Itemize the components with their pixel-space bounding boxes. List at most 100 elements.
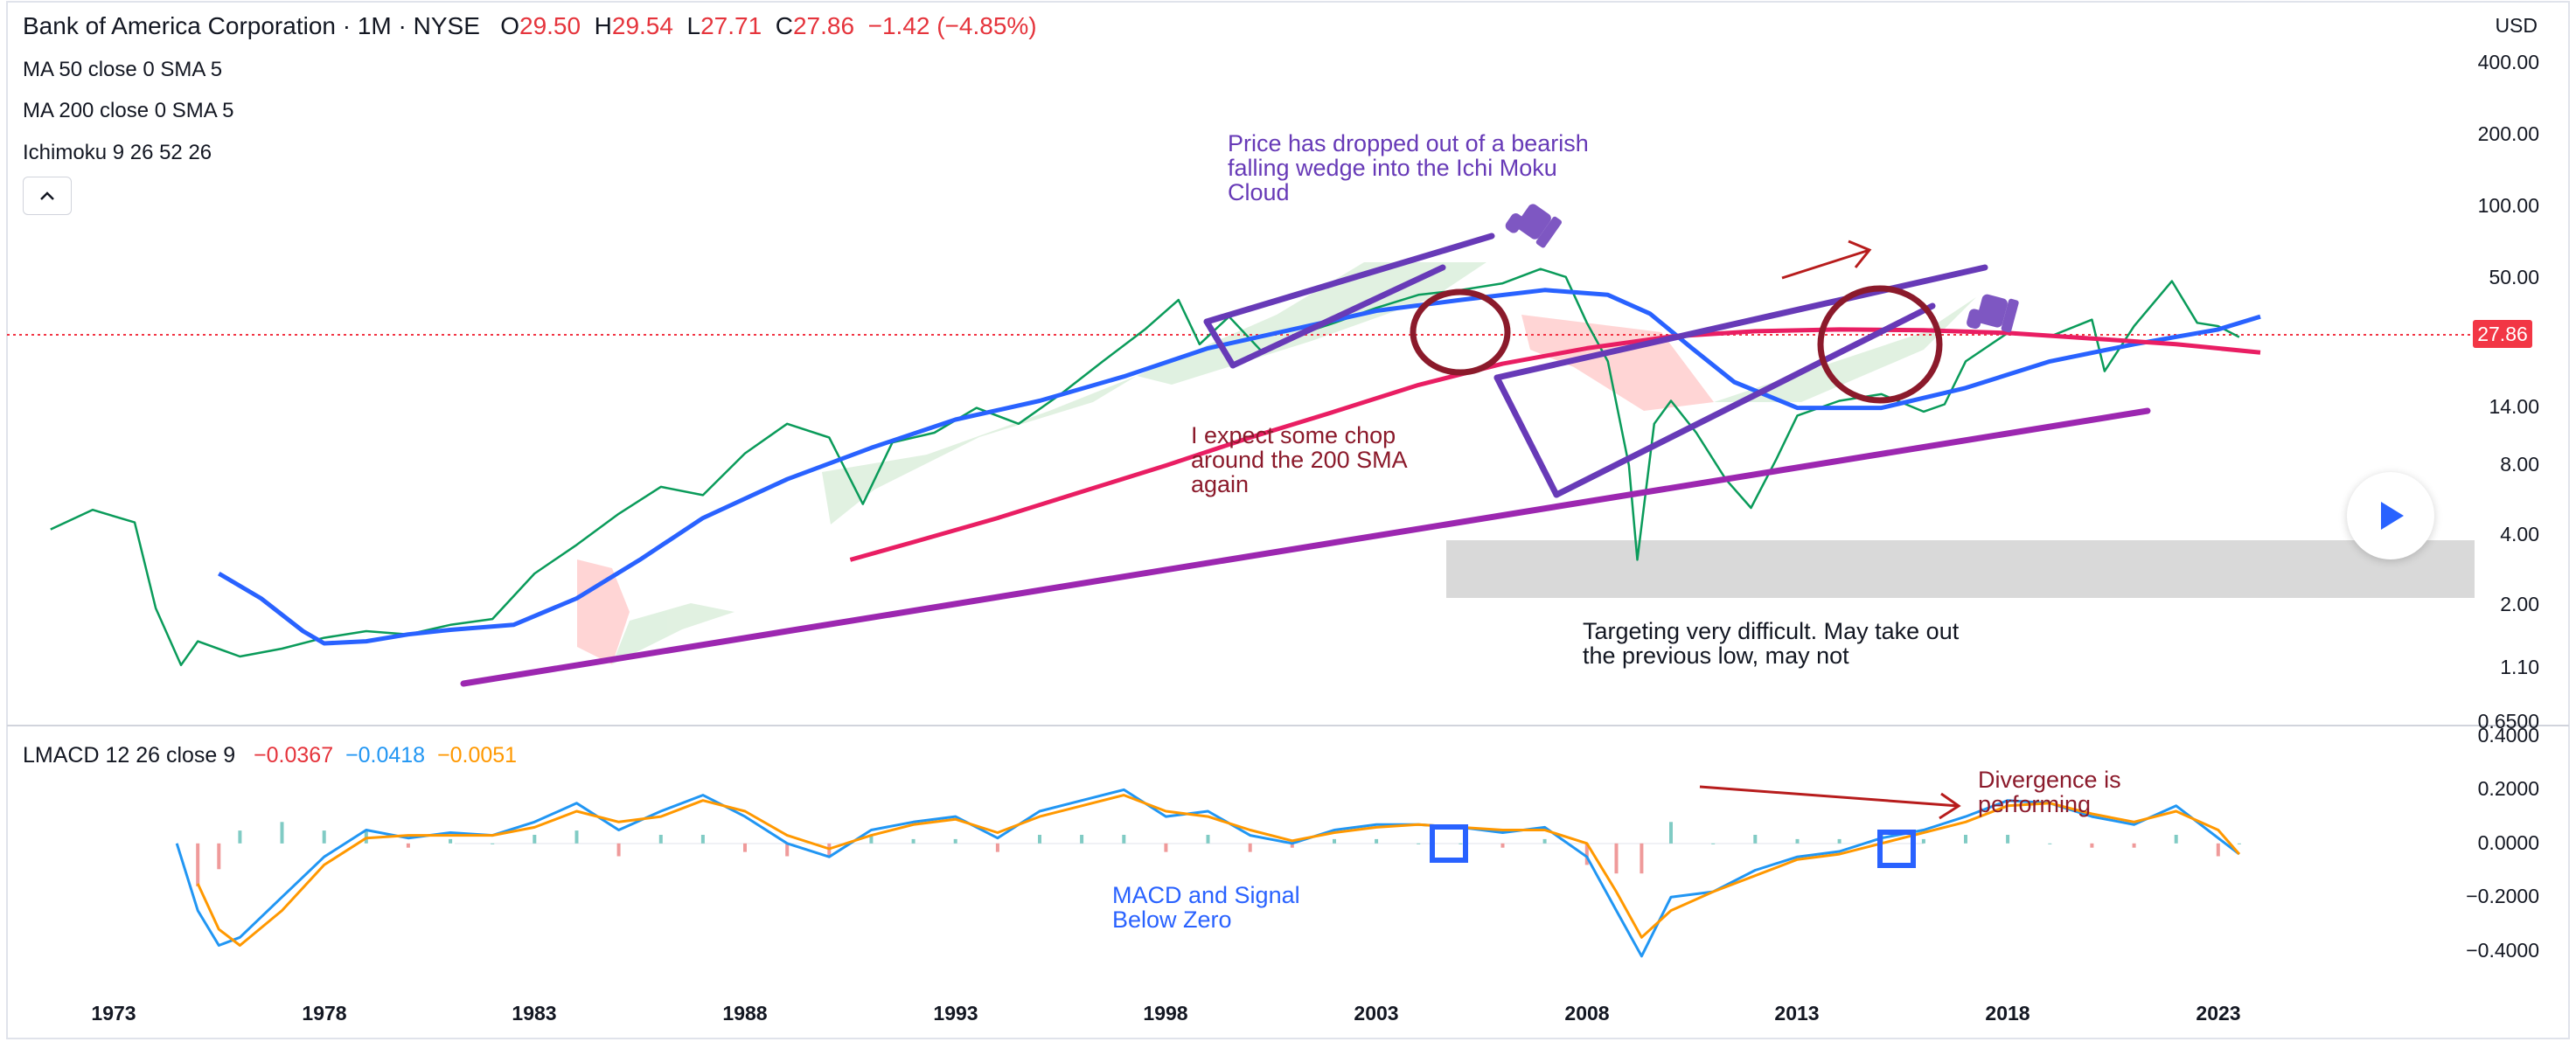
open-value: 29.50 — [519, 12, 581, 39]
histogram-bar — [995, 843, 999, 852]
indicator-ichimoku[interactable]: Ichimoku 9 26 52 26 — [23, 141, 212, 164]
circle-2008 — [1410, 288, 1511, 376]
target-zone — [1446, 540, 2475, 598]
macd-axis-label: 0.2000 — [2477, 777, 2539, 800]
price-axis-label: 1.10 — [2500, 656, 2539, 678]
time-axis-label: 1973 — [91, 1002, 136, 1025]
ma200-line — [849, 327, 2261, 562]
histogram-bar — [1375, 838, 1379, 844]
chop-note-line: again — [1191, 471, 1250, 497]
histogram-bar — [1614, 843, 1619, 874]
replay-play-button[interactable] — [2347, 472, 2434, 559]
time-axis-label: 2008 — [1564, 1002, 1610, 1025]
price-axis-label: 50.00 — [2489, 266, 2539, 288]
macd-box-2023 — [1877, 830, 1916, 868]
signal-line — [196, 794, 2241, 947]
histogram-bar — [1640, 843, 1644, 874]
price-axis-label: 400.00 — [2477, 51, 2539, 73]
chop-note: I expect some chop around the 200 SMA ag… — [1191, 423, 1408, 497]
histogram-bar — [1290, 843, 1294, 848]
circle-2023 — [1817, 285, 1943, 404]
histogram-bar — [911, 838, 916, 844]
price-axis-label: 100.00 — [2477, 194, 2539, 217]
macd-box-2008 — [1430, 824, 1468, 863]
histogram-bar — [1837, 838, 1841, 844]
target-note: Targeting very difficult. May take out t… — [1583, 619, 1959, 668]
target-note-line: the previous low, may not — [1583, 643, 1849, 669]
macd-histogram — [196, 822, 2241, 886]
signal-value: −0.0418 — [345, 743, 426, 768]
macd-note-line: MACD and Signal — [1112, 882, 1300, 908]
macd-header: LMACD 12 26 close 9 −0.0367 −0.0418 −0.0… — [23, 743, 517, 768]
histogram-bar — [406, 843, 410, 848]
close-value: 27.86 — [792, 12, 855, 39]
histogram-bar — [1964, 835, 1967, 844]
price-axis-label: 4.00 — [2500, 523, 2539, 545]
price-axis-label: 200.00 — [2477, 122, 2539, 145]
histogram-bar — [1669, 822, 1673, 844]
histogram-bar — [616, 843, 621, 857]
histogram-bar — [449, 838, 453, 844]
change-value: −1.42 (−4.85%) — [867, 12, 1037, 39]
time-axis-label: 2018 — [1985, 1002, 2030, 1025]
histogram-bar — [1080, 835, 1084, 844]
wedge-note-line: Price has dropped out of a bearish — [1228, 130, 1589, 156]
histogram-value: −0.0051 — [437, 743, 518, 768]
time-axis-label: 1998 — [1143, 1002, 1188, 1025]
histogram-bar — [280, 822, 284, 844]
histogram-bar — [1921, 838, 1925, 844]
wedge-note-line: Cloud — [1228, 179, 1290, 205]
time-axis-label: 1993 — [933, 1002, 978, 1025]
histogram-bar — [1542, 838, 1547, 844]
histogram-bar — [953, 838, 957, 844]
time-axis-label: 1983 — [512, 1002, 557, 1025]
rising-wedge-2 — [1493, 264, 1988, 498]
histogram-bar — [2174, 835, 2178, 844]
histogram-bar — [1248, 843, 1252, 852]
macd-axis-label: −0.4000 — [2466, 939, 2539, 962]
close-label: C — [775, 12, 793, 39]
rising-wedge-1 — [1203, 233, 1495, 369]
current-price-tag: 27.86 — [2473, 320, 2532, 348]
histogram-bar — [743, 843, 747, 852]
wedge-note: Price has dropped out of a bearish falli… — [1228, 131, 1589, 205]
currency-label: USD — [2495, 14, 2538, 37]
histogram-bar — [2006, 835, 2010, 844]
divergence-note-line: Divergence is — [1978, 767, 2121, 793]
long-term-trendline — [460, 407, 2151, 687]
chop-note-line: I expect some chop — [1191, 422, 1396, 448]
play-icon — [2381, 502, 2404, 530]
price-axis-label: 0.6500 — [2477, 710, 2539, 733]
time-axis-label: 2013 — [1774, 1002, 1820, 1025]
histogram-bar — [1206, 835, 1210, 844]
histogram-bar — [533, 835, 537, 844]
histogram-bar — [217, 843, 221, 870]
histogram-bar — [1584, 843, 1589, 865]
histogram-bar — [1038, 835, 1041, 844]
histogram-bar — [658, 835, 663, 844]
divergence-note: Divergence is performing — [1978, 768, 2121, 816]
high-label: H — [594, 12, 612, 39]
time-axis-label: 1988 — [722, 1002, 768, 1025]
price-axis-label: 2.00 — [2500, 593, 2539, 615]
histogram-bar — [1164, 843, 1168, 852]
histogram-bar — [574, 830, 579, 844]
histogram-bar — [869, 835, 874, 844]
ma50-line — [218, 288, 2261, 646]
time-axis-label: 2023 — [2196, 1002, 2241, 1025]
macd-value: −0.0367 — [254, 743, 334, 768]
macd-axis-label: −0.2000 — [2466, 885, 2539, 907]
target-note-line: Targeting very difficult. May take out — [1583, 618, 1960, 644]
histogram-bar — [1795, 838, 1800, 844]
divergence-arrow — [1699, 785, 1961, 820]
indicator-ma200[interactable]: MA 200 close 0 SMA 5 — [23, 99, 234, 122]
macd-axis-label: 0.4000 — [2477, 724, 2539, 747]
symbol-title[interactable]: Bank of America Corporation · 1M · NYSE — [23, 12, 480, 39]
macd-title[interactable]: LMACD 12 26 close 9 — [23, 743, 236, 768]
open-label: O — [500, 12, 519, 39]
indicator-ma50[interactable]: MA 50 close 0 SMA 5 — [23, 58, 223, 81]
price-axis-label: 8.00 — [2500, 453, 2539, 476]
price-axis-label: 14.00 — [2489, 395, 2539, 418]
collapse-indicators-button[interactable] — [23, 177, 72, 215]
